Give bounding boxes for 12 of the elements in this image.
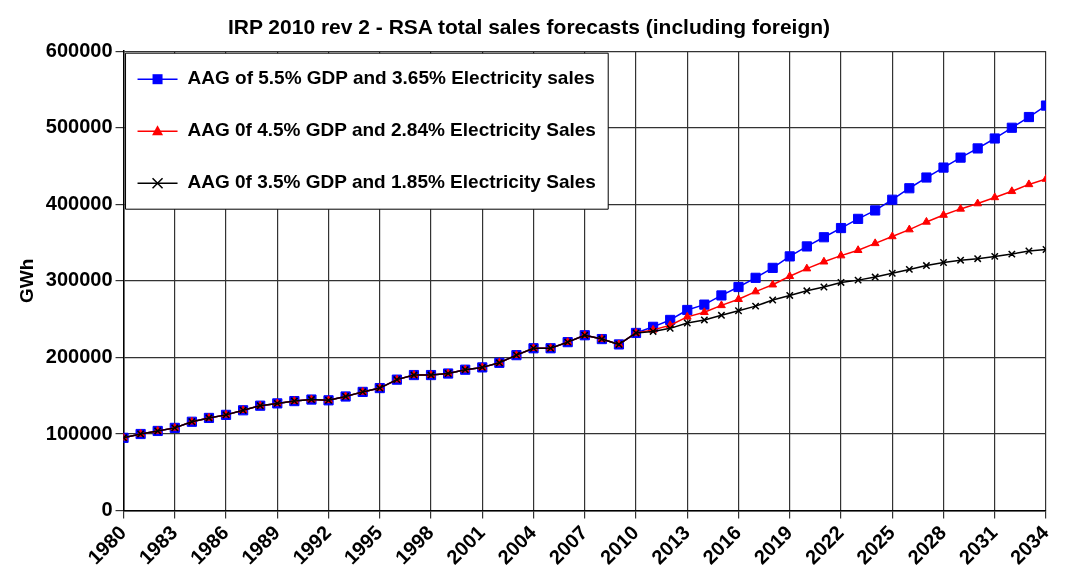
y-tick-label: 0 — [101, 498, 113, 521]
y-tick-label: 500000 — [45, 115, 113, 138]
y-tick-label: 100000 — [45, 421, 113, 444]
legend-label: AAG 0f 4.5% GDP and 2.84% Electricity Sales — [187, 119, 596, 141]
y-tick-label: 400000 — [45, 191, 113, 214]
chart-title: IRP 2010 rev 2 - RSA total sales forecasts (including foreign) — [227, 15, 831, 39]
y-tick-label: 200000 — [45, 344, 113, 367]
y-tick-label: 300000 — [45, 268, 113, 291]
y-axis-title: GWh — [15, 258, 37, 304]
y-tick-label: 600000 — [45, 38, 113, 61]
legend-label: AAG of 5.5% GDP and 3.65% Electricity sales — [187, 67, 595, 89]
legend-label: AAG 0f 3.5% GDP and 1.85% Electricity Sales — [187, 171, 596, 193]
